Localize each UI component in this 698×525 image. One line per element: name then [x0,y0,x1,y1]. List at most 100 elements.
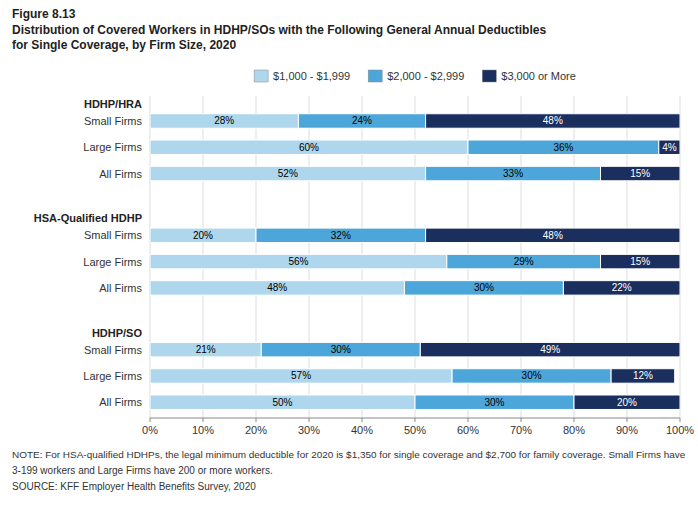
tick-label: 20% [245,424,267,436]
data-label: 15% [630,256,650,267]
legend-label: $1,000 - $1,999 [273,70,350,82]
note: SOURCE: KFF Employer Health Benefits Sur… [12,481,256,492]
data-label: 48% [543,230,563,241]
bar [611,369,675,383]
bar [601,166,681,180]
bar [150,114,298,128]
bar [452,369,611,383]
tick-label: 40% [351,424,373,436]
bar [659,140,680,154]
data-label: 49% [540,344,560,355]
data-label: 24% [352,115,372,126]
tick-label: 90% [616,424,638,436]
category-label: Large Firms [83,256,142,268]
category-label: All Firms [99,396,142,408]
bar [150,140,468,154]
data-label: 56% [288,256,308,267]
tick-label: 30% [298,424,320,436]
bar [468,140,659,154]
bar [150,395,415,409]
category-label: Large Firms [83,370,142,382]
category-label: Small Firms [84,344,143,356]
legend-swatch [254,70,268,82]
data-label: 33% [503,168,523,179]
group-label: HDHP/SO [92,327,143,339]
bar [426,228,680,242]
tick-mark [309,418,310,422]
tick-mark [680,418,681,422]
data-label: 48% [267,282,287,293]
bar [563,281,680,295]
tick-mark [627,418,628,422]
data-label: 30% [484,397,504,408]
bar [415,395,574,409]
bars [150,114,680,410]
data-label: 57% [291,370,311,381]
data-label: 21% [196,344,216,355]
category-label: All Firms [99,282,142,294]
data-label: 50% [272,397,292,408]
data-label: 48% [543,115,563,126]
data-labels: 28% 24% 48% 60% 36% 4% 52% 33% 15% 20% 32% 48% 56% 29… [193,115,677,407]
legend-swatch [368,70,382,82]
tick-label: 0% [142,424,158,436]
bar [404,281,563,295]
tick-mark [150,418,151,422]
data-label: 32% [331,230,351,241]
data-label: 36% [553,142,573,153]
bar [261,342,420,356]
tick-mark [256,418,257,422]
subtitle: for Single Coverage, by Firm Size, 2020 [12,38,236,52]
data-label: 30% [522,370,542,381]
category-label: Large Firms [83,141,142,153]
bar [256,228,426,242]
data-label: 22% [612,282,632,293]
data-label: 52% [278,168,298,179]
data-label: 20% [193,230,213,241]
data-label: 60% [299,142,319,153]
data-label: 20% [617,397,637,408]
note: NOTE: For HSA-qualified HDHPs, the legal… [12,449,686,460]
legend-label: $3,000 or More [501,70,576,82]
background [0,0,698,525]
bar [447,254,601,268]
bar [150,369,452,383]
bar [150,228,256,242]
tick-mark [362,418,363,422]
data-label: 30% [331,344,351,355]
axis-line [150,418,680,419]
data-label: 28% [214,115,234,126]
legend-swatch [482,70,496,82]
category-label: All Firms [99,168,142,180]
bar [426,114,680,128]
bar [601,254,681,268]
x-axis: 0%10%20%30%40%50%60%70%80%90%100% [142,418,694,436]
data-label: 29% [514,256,534,267]
legend-label: $2,000 - $2,999 [387,70,464,82]
tick-label: 50% [404,424,426,436]
legend-item: $3,000 or More [482,70,576,82]
data-label: 4% [662,142,677,153]
bar [426,166,601,180]
chart: Figure 8.13Distribution of Covered Worke… [0,0,698,525]
group-label: HDHP/HRA [84,98,142,110]
data-label: 15% [630,168,650,179]
tick-mark [574,418,575,422]
tick-mark [203,418,204,422]
tick-label: 100% [666,424,694,436]
y-axis: Small Firms Large Firms All Firms Small Fir… [34,98,143,408]
legend: $1,000 - $1,999 $2,000 - $2,999 $3,000 or … [254,70,576,82]
tick-mark [415,418,416,422]
bar [150,342,261,356]
tick-mark [468,418,469,422]
tick-label: 70% [510,424,532,436]
grid [150,96,680,418]
tick-mark [521,418,522,422]
tick-label: 60% [457,424,479,436]
bar [150,166,426,180]
bar [420,342,680,356]
bar [150,281,404,295]
category-label: Small Firms [84,115,143,127]
data-label: 12% [633,370,653,381]
subtitle: Distribution of Covered Workers in HDHP/… [12,23,546,37]
